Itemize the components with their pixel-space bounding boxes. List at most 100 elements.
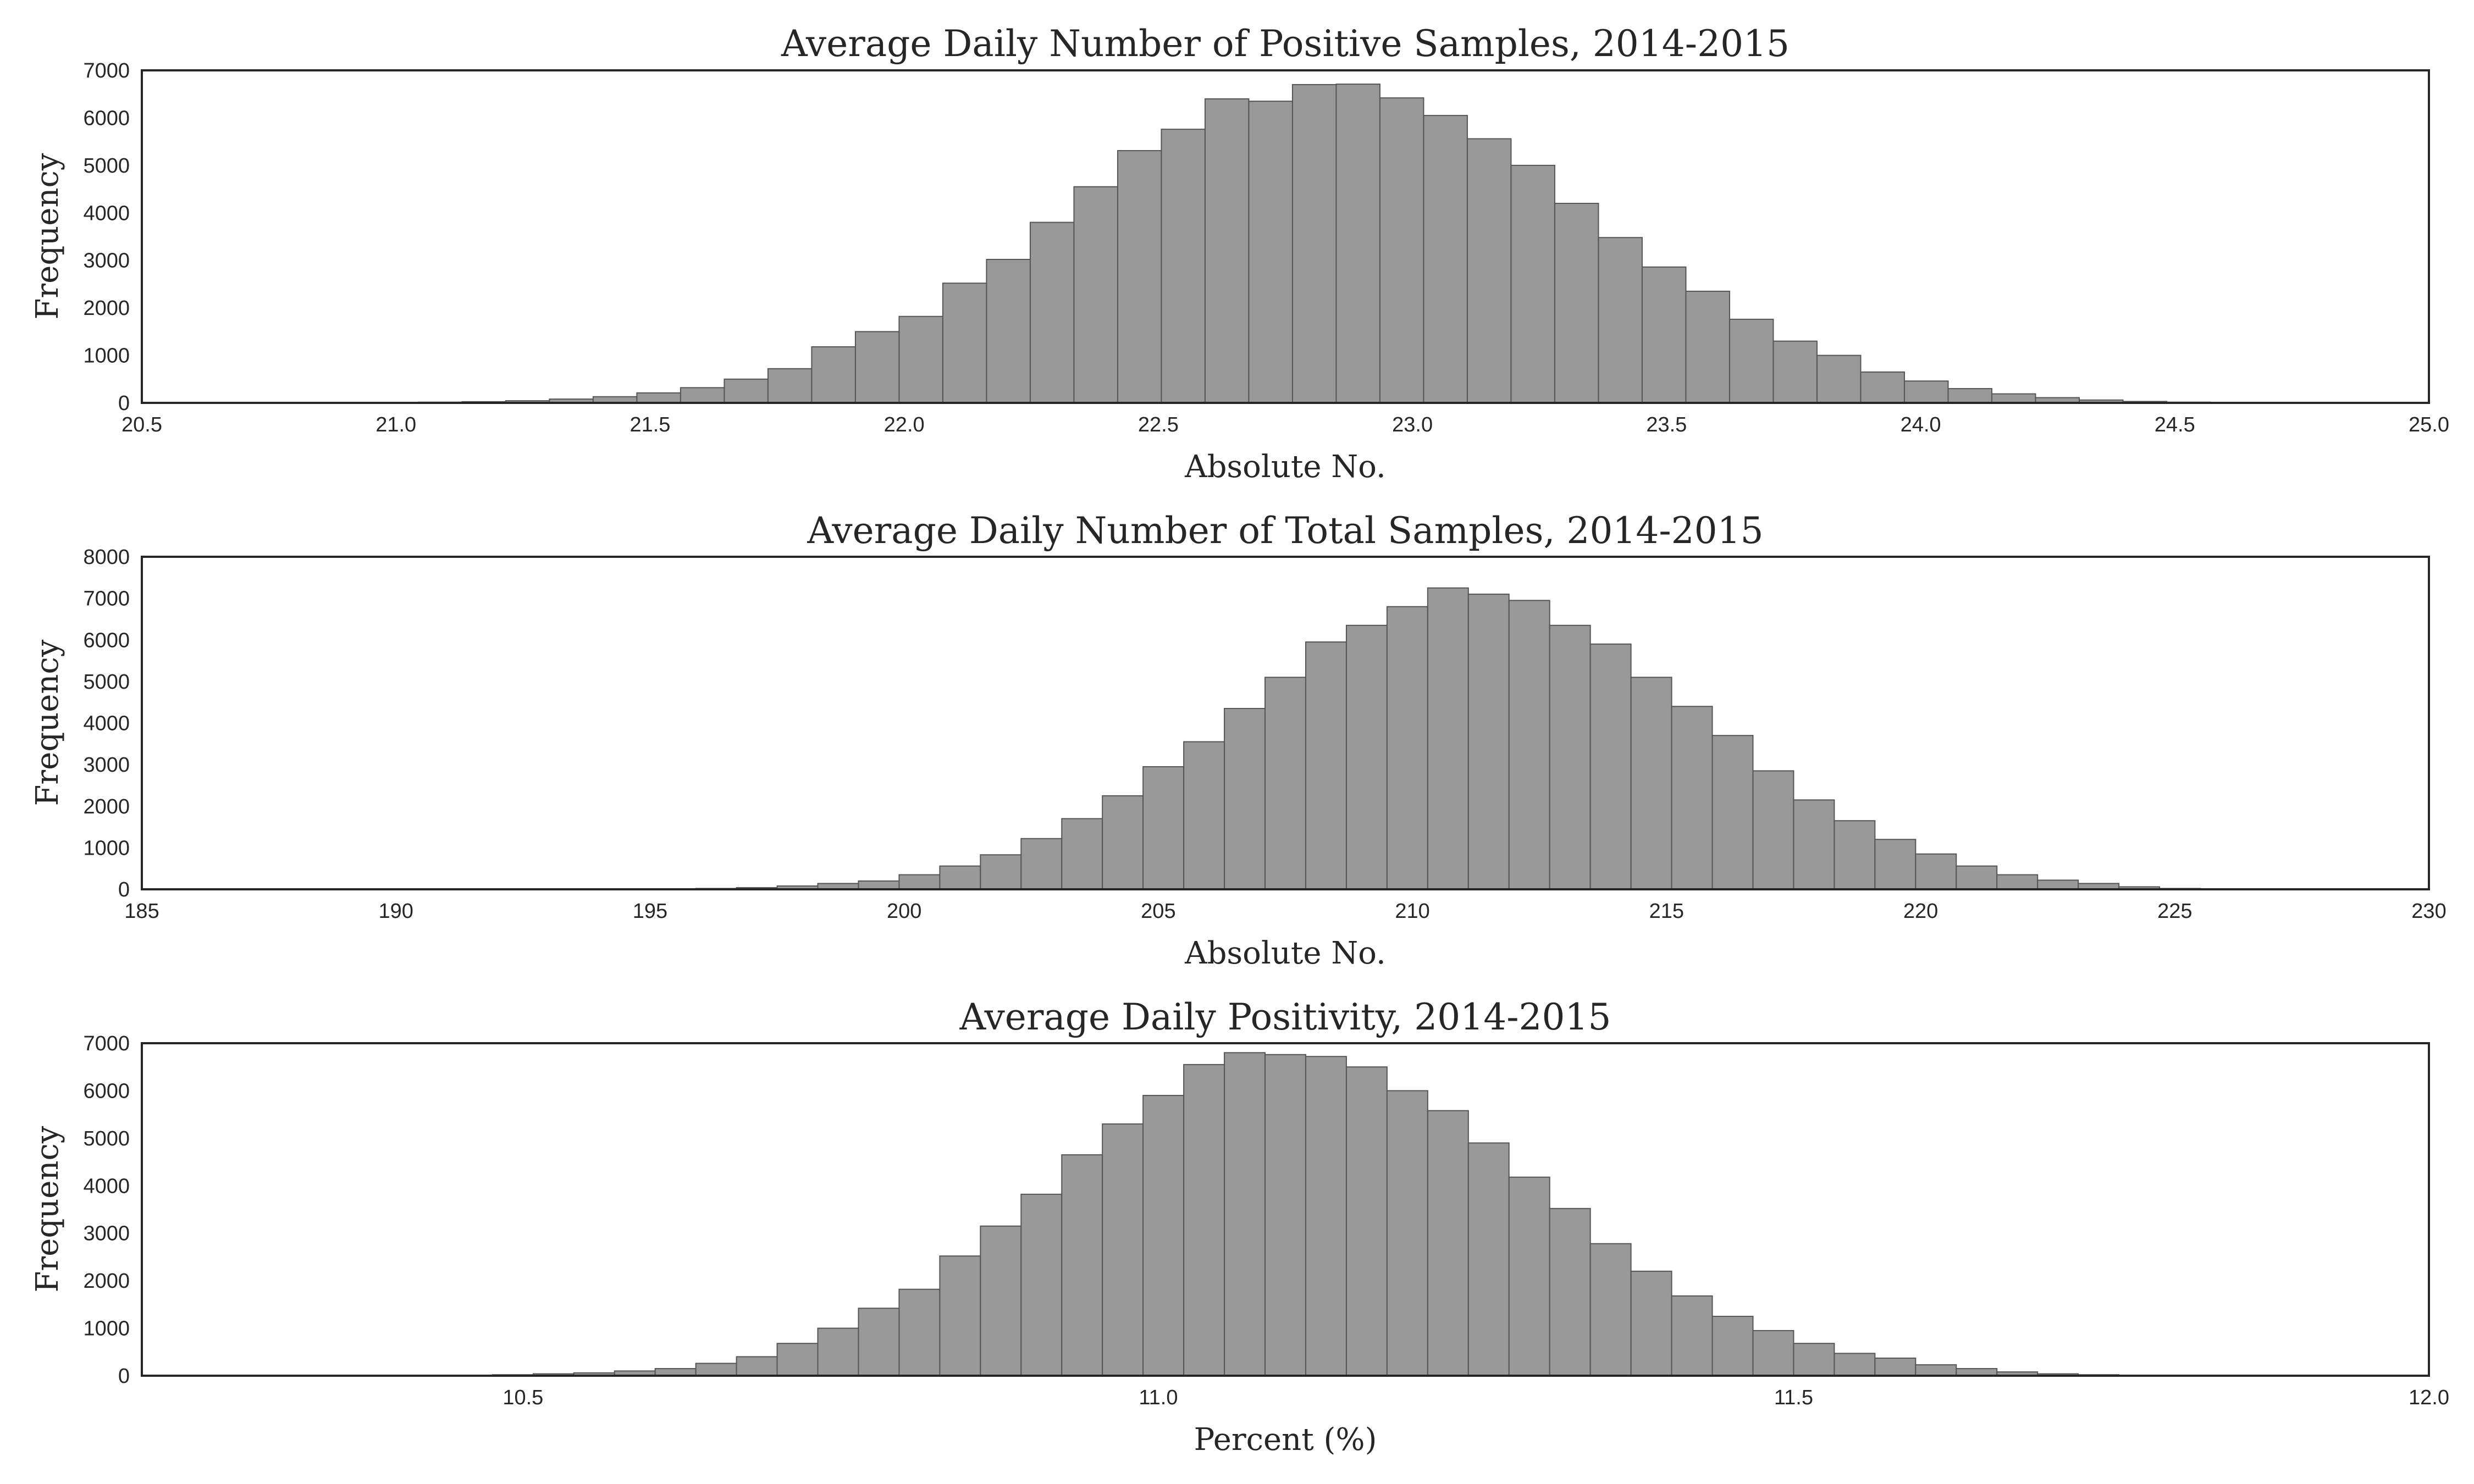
histogram-bar xyxy=(1020,838,1063,890)
histogram-bar xyxy=(1671,706,1713,890)
x-tick-label: 200 xyxy=(887,900,921,923)
histogram-bar xyxy=(858,1308,900,1377)
x-tick-label: 21.5 xyxy=(629,413,670,436)
histogram-bar xyxy=(1117,150,1162,403)
x-tick-label: 195 xyxy=(633,900,667,923)
histogram-bar xyxy=(1996,874,2039,890)
histogram-bar xyxy=(1752,770,1794,890)
histogram-bar xyxy=(980,1225,1022,1376)
histogram-bar xyxy=(898,1288,941,1376)
y-tick-label: 7000 xyxy=(83,588,130,611)
histogram-bar xyxy=(898,874,941,890)
y-tick-label: 4000 xyxy=(83,1175,130,1198)
bars-group xyxy=(370,587,2282,890)
panel-positive-samples: 0 1000 2000 3000 4000 5000 6000 7000 20.5 21.0 21… xyxy=(30,23,2449,485)
histogram-bar xyxy=(695,1363,737,1377)
chart-title: Average Daily Number of Positive Samples… xyxy=(781,23,1790,65)
y-tick-label: 1000 xyxy=(83,1317,130,1341)
histogram-bar xyxy=(1752,1330,1794,1376)
histogram-bar xyxy=(1834,820,1876,890)
histogram-bar xyxy=(1549,624,1591,890)
histogram-bar xyxy=(986,258,1031,403)
histogram-bar xyxy=(1915,1364,1957,1377)
histogram-bar xyxy=(736,1356,778,1376)
histogram-bar xyxy=(1589,643,1632,890)
histogram-bar xyxy=(1685,290,1730,404)
histogram-bar xyxy=(1589,1243,1632,1376)
y-tick-label: 5000 xyxy=(83,671,130,694)
histogram-bar xyxy=(1947,388,1992,404)
histogram-bar xyxy=(1224,1052,1266,1377)
x-tick-label: 11.0 xyxy=(1139,1386,1178,1409)
x-ticks-group: 10.5 11.0 11.5 12.0 xyxy=(502,1386,2449,1409)
x-tick-label: 22.0 xyxy=(884,413,925,436)
histogram-bar xyxy=(858,880,900,890)
histogram-bar xyxy=(854,331,900,403)
y-tick-label: 5000 xyxy=(83,154,130,178)
histogram-bar xyxy=(1508,1176,1550,1376)
histogram-bar xyxy=(942,283,987,404)
y-ticks-group: 0 1000 2000 3000 4000 5000 6000 7000 xyxy=(83,59,130,415)
histogram-bar xyxy=(1816,355,1862,404)
y-tick-label: 1000 xyxy=(83,837,130,860)
x-tick-label: 185 xyxy=(124,900,159,923)
histogram-bar xyxy=(1510,164,1555,403)
y-tick-label: 7000 xyxy=(83,1032,130,1055)
histogram-bar xyxy=(1020,1193,1063,1377)
y-axis-label: Frequency xyxy=(30,639,65,806)
histogram-bar xyxy=(1291,84,1337,403)
histogram-bar xyxy=(636,392,681,403)
histogram-bar xyxy=(1467,594,1510,890)
histogram-bar xyxy=(1903,380,1949,403)
histogram-bar xyxy=(1142,1095,1185,1376)
histogram-bar xyxy=(1142,766,1185,890)
plot-frame xyxy=(141,556,2430,890)
histogram-bar xyxy=(2037,879,2079,890)
y-tick-label: 1000 xyxy=(83,345,130,368)
histogram-bar xyxy=(1549,1208,1591,1377)
x-tick-label: 24.5 xyxy=(2155,413,2195,436)
histogram-bar xyxy=(1874,839,1917,890)
x-tick-label: 210 xyxy=(1395,900,1429,923)
x-tick-label: 24.0 xyxy=(1901,413,1941,436)
y-tick-label: 0 xyxy=(118,392,130,415)
histogram-bar xyxy=(1183,741,1225,890)
y-tick-label: 2000 xyxy=(83,297,130,320)
y-tick-label: 6000 xyxy=(83,1079,130,1103)
histogram-bar xyxy=(1793,799,1835,890)
y-tick-label: 8000 xyxy=(83,546,130,569)
histogram-bar xyxy=(1379,97,1424,403)
x-tick-label: 190 xyxy=(379,900,413,923)
x-tick-label: 11.5 xyxy=(1774,1386,1813,1409)
histogram-bar xyxy=(939,865,981,890)
y-ticks-group: 0 1000 2000 3000 4000 5000 6000 7000 8000 xyxy=(83,546,130,901)
histogram-bar xyxy=(1102,1123,1144,1377)
x-tick-label: 220 xyxy=(1903,900,1938,923)
histogram-bar xyxy=(1711,735,1754,890)
x-axis-label: Percent (%) xyxy=(1194,1422,1377,1458)
histogram-bar xyxy=(1729,318,1774,404)
x-ticks-group: 20.5 21.0 21.5 22.0 22.5 23.0 23.5 24.0 24.5 25.0 xyxy=(122,413,2449,436)
histogram-bar xyxy=(1264,677,1306,890)
histogram-bar xyxy=(1554,203,1599,403)
histogram-bar xyxy=(1630,677,1672,890)
plot-frame xyxy=(141,1042,2430,1377)
histogram-bar xyxy=(1630,1270,1672,1377)
histogram-bar xyxy=(1991,393,2036,404)
y-tick-label: 3000 xyxy=(83,754,130,777)
y-tick-label: 2000 xyxy=(83,1270,130,1293)
histogram-bar xyxy=(1029,222,1075,403)
histogram-bar xyxy=(898,315,943,404)
histogram-bar xyxy=(1834,1353,1876,1376)
histogram-bar xyxy=(680,387,725,404)
histogram-bar xyxy=(1793,1343,1835,1376)
chart-title: Average Daily Positivity, 2014-2015 xyxy=(959,996,1611,1038)
histogram-bar xyxy=(1671,1295,1713,1377)
histogram-bar xyxy=(1305,1056,1347,1376)
y-tick-label: 7000 xyxy=(83,59,130,82)
histogram-bar xyxy=(776,1343,819,1376)
plot-frame xyxy=(141,69,2430,404)
x-tick-label: 215 xyxy=(1649,900,1684,923)
y-tick-label: 3000 xyxy=(83,1222,130,1245)
x-tick-label: 225 xyxy=(2157,900,2192,923)
